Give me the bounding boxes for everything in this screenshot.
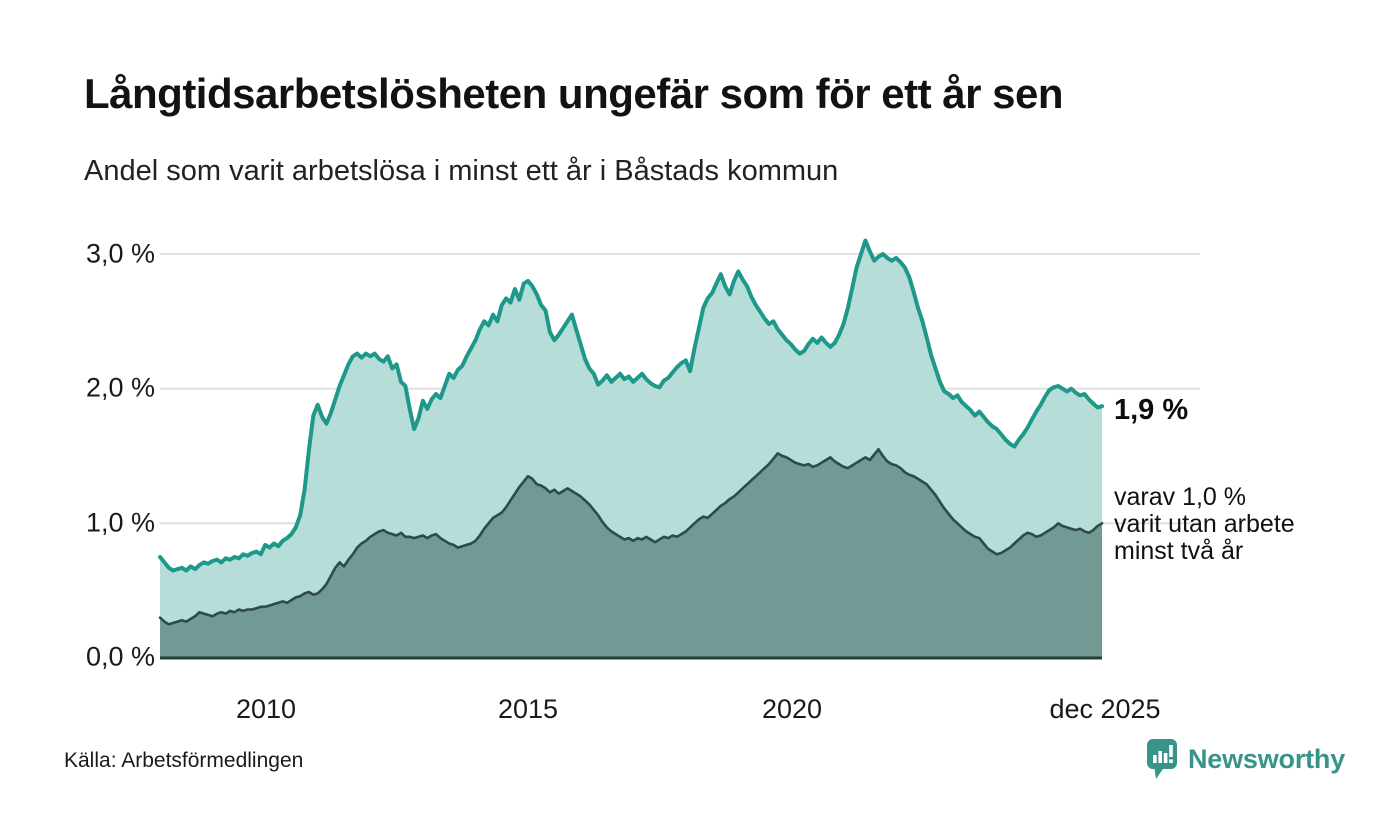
- y-axis-tick-3: 3,0 %: [85, 238, 155, 269]
- x-axis-tick-dec2025: dec 2025: [1049, 694, 1161, 724]
- line-twoyear: [158, 448, 1104, 626]
- y-axis-tick-1: 1,0 %: [85, 507, 155, 538]
- y-axis-tick-0: 0,0 %: [85, 641, 155, 672]
- end-value-label-twoyear-line2: varit utan arbete: [1114, 510, 1295, 538]
- end-value-label-total: 1,9 %: [1114, 394, 1189, 426]
- y-axis-tick-2: 2,0 %: [85, 372, 155, 403]
- page-subtitle: Andel som varit arbetslösa i minst ett å…: [84, 155, 839, 187]
- newsworthy-logo-icon: [1147, 739, 1177, 779]
- brand-name: Newsworthy: [1188, 744, 1346, 774]
- source-attribution: Källa: Arbetsförmedlingen: [64, 749, 304, 772]
- line-total: [158, 238, 1104, 573]
- x-axis-tick-2020: 2020: [761, 694, 823, 724]
- area-twoyear: [160, 449, 1102, 658]
- end-value-label-twoyear-line1: varav 1,0 %: [1114, 483, 1247, 511]
- page-title: Långtidsarbetslösheten ungefär som för e…: [84, 70, 1064, 117]
- end-value-label-twoyear-line3: minst två år: [1114, 537, 1244, 565]
- end-value-label-twoyear: varav 1,0 % varit utan arbete minst två …: [1114, 484, 1295, 565]
- x-axis-tick-2015: 2015: [497, 694, 559, 724]
- brand-lockup: Newsworthy: [1146, 738, 1345, 780]
- x-axis-tick-2010: 2010: [235, 694, 297, 724]
